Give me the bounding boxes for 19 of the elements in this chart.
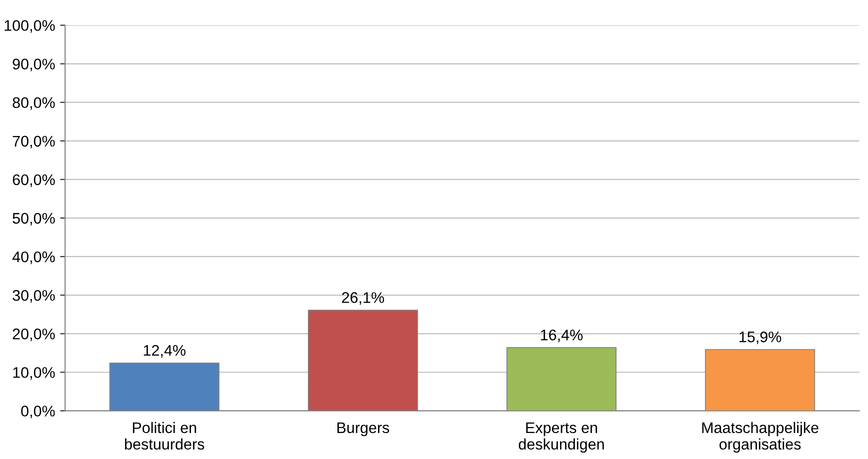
y-tick-label: 10,0% bbox=[13, 367, 55, 380]
y-tick-label: 70,0% bbox=[12, 136, 55, 148]
y-tick-label: 50,0% bbox=[12, 212, 55, 226]
data-label: 26,1% bbox=[342, 292, 384, 305]
y-tick-label: 20,0% bbox=[12, 328, 55, 342]
x-tick-label: Politici en bestuurders bbox=[125, 422, 204, 450]
y-tick-label: 40,0% bbox=[12, 251, 55, 264]
data-label: 15,9% bbox=[740, 331, 782, 344]
x-tick-label: Experts en deskundigen bbox=[518, 422, 604, 453]
y-tick-label: 80,0% bbox=[12, 97, 55, 110]
y-tick-label: 100,0% bbox=[4, 20, 55, 33]
y-tick-label: 90,0% bbox=[12, 58, 55, 72]
data-label: 16,4% bbox=[540, 330, 583, 342]
x-tick-label: Maatschappelijke organisaties bbox=[702, 422, 818, 453]
y-tick-label: 0,0% bbox=[21, 406, 55, 418]
x-tick-label: Burgers bbox=[337, 422, 390, 436]
y-tick-label: 60,0% bbox=[12, 174, 55, 187]
data-label: 12,4% bbox=[144, 344, 186, 358]
y-tick-label: 30,0% bbox=[12, 290, 55, 303]
